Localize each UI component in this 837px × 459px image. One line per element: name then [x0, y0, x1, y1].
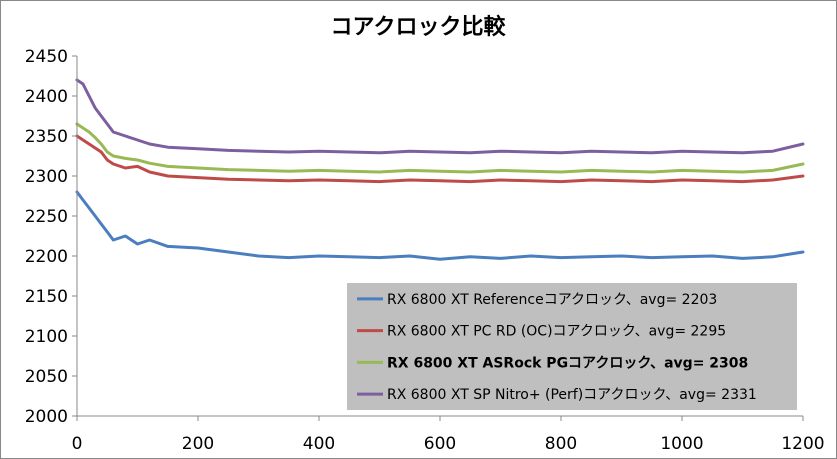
x-tick-label-5: 1000 [660, 434, 703, 454]
legend-box [347, 283, 797, 410]
axes: 2000205021002150220022502300235024002450… [25, 47, 825, 454]
y-tick-label-1: 2050 [25, 367, 68, 387]
x-tick-label-6: 1200 [781, 434, 824, 454]
x-tick-label-0: 0 [72, 434, 83, 454]
series-line-2 [75, 122, 805, 174]
legend: RX 6800 XT Referenceコアクロック、avg= 2203 RX 6… [347, 283, 797, 410]
y-tick-label-7: 2350 [25, 127, 68, 147]
series-lines [75, 78, 805, 261]
y-tick-label-3: 2150 [25, 287, 68, 307]
y-tick-label-9: 2450 [25, 47, 68, 67]
x-tick-label-3: 600 [424, 434, 456, 454]
series-line-1 [75, 134, 805, 184]
legend-label-3: RX 6800 XT SP Nitro+ (Perf)コアクロック、avg= 2… [387, 387, 757, 403]
y-tick-label-2: 2100 [25, 327, 68, 347]
chart-title: コアクロック比較 [331, 14, 507, 40]
y-tick-label-6: 2300 [25, 167, 68, 187]
series-line-3 [75, 78, 805, 155]
legend-label-0: RX 6800 XT Referenceコアクロック、avg= 2203 [387, 292, 717, 308]
x-tick-label-1: 200 [182, 434, 214, 454]
y-tick-label-5: 2250 [25, 207, 68, 227]
y-tick-label-0: 2000 [25, 407, 68, 427]
legend-label-2: RX 6800 XT ASRock PGコアクロック、avg= 2308 [387, 355, 748, 371]
x-tick-label-2: 400 [303, 434, 335, 454]
series-line-0 [75, 190, 805, 261]
legend-label-1: RX 6800 XT PC RD (OC)コアクロック、avg= 2295 [387, 324, 726, 340]
y-tick-label-8: 2400 [25, 87, 68, 107]
y-tick-label-4: 2200 [25, 247, 68, 267]
x-tick-label-4: 800 [545, 434, 577, 454]
